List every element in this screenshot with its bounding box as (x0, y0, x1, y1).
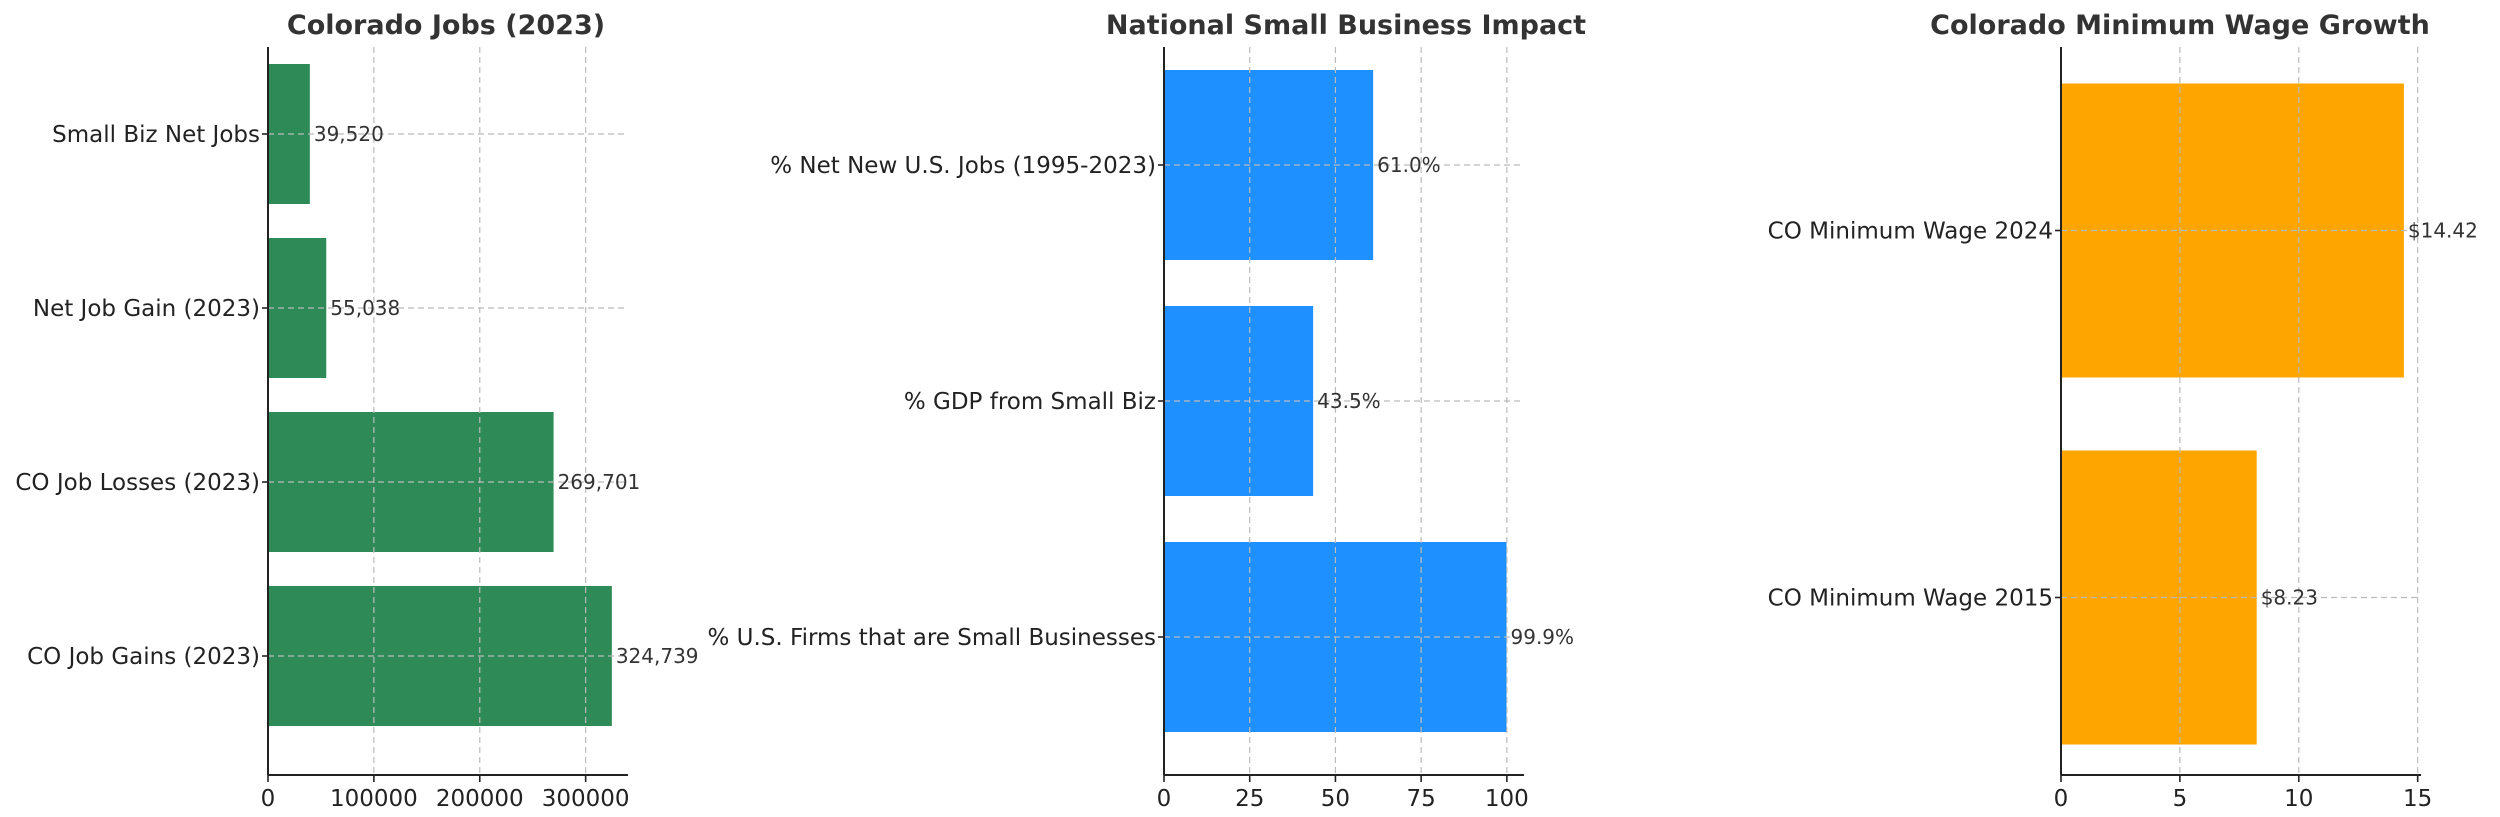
bar (268, 238, 327, 378)
data-label: 43.5% (1317, 389, 1381, 413)
data-label: 39,520 (314, 122, 384, 146)
chart-title: Colorado Jobs (2023) (287, 10, 605, 41)
data-label: 324,739 (616, 644, 699, 668)
data-label: 99.9% (1511, 625, 1575, 649)
x-tick-label: 0 (1157, 786, 1172, 812)
x-tick-label: 0 (2054, 786, 2069, 812)
category-label: CO Job Losses (2023) (15, 470, 260, 496)
x-tick-label: 100000 (330, 786, 418, 812)
x-tick-label: 10 (2284, 786, 2313, 812)
data-label: $8.23 (2261, 586, 2318, 610)
x-tick-label: 200000 (436, 786, 524, 812)
x-tick-label: 0 (261, 786, 276, 812)
data-label: 269,701 (558, 470, 641, 494)
data-label: 55,038 (330, 296, 400, 320)
category-label: CO Minimum Wage 2015 (1768, 586, 2053, 612)
category-label: % U.S. Firms that are Small Businesses (708, 625, 1157, 651)
chart-title: Colorado Minimum Wage Growth (1930, 10, 2430, 41)
x-tick-label: 5 (2173, 786, 2188, 812)
category-label: Small Biz Net Jobs (52, 122, 260, 148)
x-tick-label: 100 (1485, 786, 1529, 812)
x-tick-label: 25 (1235, 786, 1264, 812)
chart-panel-1: 39,520 55,038 269,701 324,739 Small Biz Net … (15, 10, 698, 812)
category-label: CO Job Gains (2023) (27, 644, 260, 670)
chart-panel-2: 61.0% 43.5% 99.9% % Net New U.S. Jobs (1995… (708, 10, 1587, 812)
chart-title: National Small Business Impact (1106, 10, 1586, 41)
data-label: 61.0% (1377, 153, 1441, 177)
data-label: $14.42 (2408, 219, 2478, 243)
x-tick-label: 75 (1407, 786, 1436, 812)
category-label: Net Job Gain (2023) (33, 296, 260, 322)
x-tick-label: 50 (1321, 786, 1350, 812)
x-tick-label: 15 (2403, 786, 2432, 812)
category-label: CO Minimum Wage 2024 (1768, 219, 2053, 245)
bar (2061, 450, 2257, 745)
chart-panel-3: $14.42 $8.23 CO Minimum Wage 2024 CO Minimu… (1768, 10, 2478, 812)
x-tick-label: 300000 (542, 786, 630, 812)
category-label: % GDP from Small Biz (904, 389, 1156, 415)
category-label: % Net New U.S. Jobs (1995-2023) (770, 153, 1156, 179)
